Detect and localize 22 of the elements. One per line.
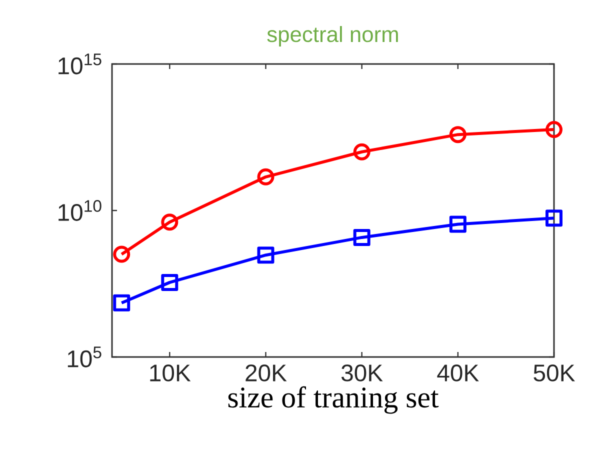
point <box>161 214 178 231</box>
point <box>353 143 370 160</box>
point <box>113 294 130 312</box>
point <box>161 274 178 291</box>
y-tick-label: 10$^{15}$ <box>58 54 102 74</box>
x-tick-label: 10K <box>150 364 191 382</box>
x-tick-label: 20K <box>246 364 287 382</box>
x-tick-label: 30K <box>341 364 383 382</box>
point <box>449 126 466 144</box>
point <box>257 246 274 264</box>
y-tick-label: 10$^{10}$ <box>58 200 102 221</box>
x-axis-title: size of traning set <box>228 386 439 414</box>
y-tick-label: 10$^{5}$ <box>68 346 102 368</box>
point <box>546 121 562 138</box>
point <box>353 228 370 246</box>
point <box>257 168 274 186</box>
point <box>113 246 130 263</box>
x-tick-label: 50K <box>534 364 575 382</box>
x-tick-label: 40K <box>437 364 479 382</box>
point <box>546 210 562 227</box>
chart-title: spectral norm <box>267 26 398 46</box>
point <box>449 216 466 233</box>
